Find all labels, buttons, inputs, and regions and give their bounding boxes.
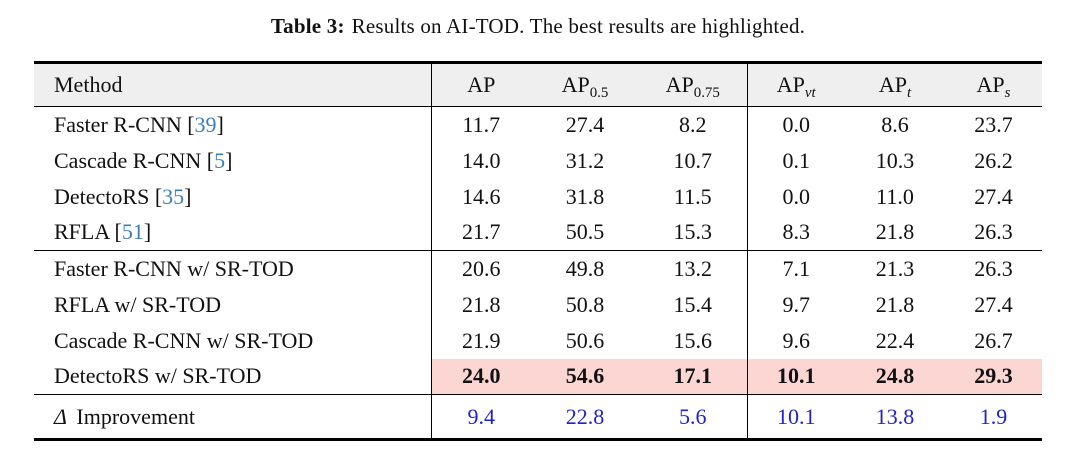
column-header-ap05: AP0.5 xyxy=(561,72,609,102)
value-cell: 24.0 xyxy=(430,358,531,395)
value-cell: 9.7 xyxy=(746,286,845,323)
value-cell: 10.7 xyxy=(673,147,713,173)
value-cell: 54.6 xyxy=(531,358,639,395)
method-cell: Cascade R-CNN w/ SR-TOD xyxy=(54,327,314,353)
table-row: Cascade R-CNN [5] 14.0 31.2 10.7 0.1 10.3 26.2 xyxy=(34,142,1042,179)
value-cell: 49.8 xyxy=(565,255,605,281)
improvement-group: Δ Improvement 9.4 22.8 5.6 10.1 13.8 1.9 xyxy=(34,394,1042,440)
improvement-value-cell: 5.6 xyxy=(679,403,707,429)
header-row: Method AP AP0.5 AP0.75 APvt APt APs xyxy=(34,62,1042,107)
table-row: Faster R-CNN w/ SR-TOD 20.6 49.8 13.2 7.1 21.… xyxy=(34,250,1042,287)
citation-link[interactable]: 51 xyxy=(121,219,144,245)
value-cell: 50.5 xyxy=(565,219,605,245)
value-cell: 17.1 xyxy=(639,358,747,395)
value-cell: 27.4 xyxy=(974,183,1013,209)
value-cell: 7.1 xyxy=(746,250,845,287)
value-cell: 26.3 xyxy=(974,219,1013,245)
method-cell: DetectoRS [35] xyxy=(54,183,192,209)
method-cell: RFLA w/ SR-TOD xyxy=(54,291,222,317)
value-cell: 8.3 xyxy=(746,214,845,251)
value-cell: 23.7 xyxy=(974,111,1013,137)
column-header-method: Method xyxy=(54,72,123,97)
column-header-ap: AP xyxy=(430,62,531,107)
value-cell: 15.4 xyxy=(673,291,713,317)
value-cell: 0.1 xyxy=(746,142,845,179)
caption-text: Results on AI-TOD. The best results are … xyxy=(351,14,806,38)
citation-link[interactable]: 35 xyxy=(162,183,185,209)
value-cell: 20.6 xyxy=(430,250,531,287)
value-cell: 26.3 xyxy=(974,255,1013,281)
value-cell: 21.8 xyxy=(430,286,531,323)
improvement-value-cell: 9.4 xyxy=(430,394,531,440)
value-cell: 26.2 xyxy=(974,147,1013,173)
value-cell: 14.6 xyxy=(430,178,531,215)
value-cell: 26.7 xyxy=(974,327,1013,353)
value-cell: 21.3 xyxy=(875,255,915,281)
group-baselines: Faster R-CNN [39] 11.7 27.4 8.2 0.0 8.6 23.7 Ca… xyxy=(34,106,1042,251)
value-cell: 50.6 xyxy=(565,327,605,353)
value-cell: 21.9 xyxy=(430,322,531,359)
caption-label: Table 3: xyxy=(270,14,345,38)
value-cell: 14.0 xyxy=(430,142,531,179)
value-cell: 50.8 xyxy=(565,291,605,317)
value-cell: 29.3 xyxy=(945,358,1042,395)
improvement-value-cell: 13.8 xyxy=(875,403,915,429)
value-cell: 11.5 xyxy=(673,183,712,209)
value-cell: 11.0 xyxy=(876,183,914,209)
table-row: Cascade R-CNN w/ SR-TOD 21.9 50.6 15.6 9.6 22… xyxy=(34,322,1042,359)
value-cell: 21.8 xyxy=(875,291,915,317)
value-cell: 31.2 xyxy=(565,147,605,173)
table-row: Faster R-CNN [39] 11.7 27.4 8.2 0.0 8.6 23.7 xyxy=(34,106,1042,143)
improvement-value-cell: 1.9 xyxy=(979,403,1008,429)
value-cell: 8.6 xyxy=(881,111,909,137)
value-cell: 15.3 xyxy=(673,219,713,245)
table-caption: Table 3: Results on AI-TOD. The best resu… xyxy=(0,12,1076,40)
value-cell: 27.4 xyxy=(974,291,1013,317)
value-cell: 22.4 xyxy=(875,327,915,353)
value-cell: 10.1 xyxy=(746,358,845,395)
column-header-apvt: APvt xyxy=(746,62,845,107)
citation-link[interactable]: 5 xyxy=(214,147,226,173)
improvement-label-cell: Δ Improvement xyxy=(54,403,195,429)
improvement-row: Δ Improvement 9.4 22.8 5.6 10.1 13.8 1.9 xyxy=(34,394,1042,440)
delta-symbol: Δ xyxy=(54,403,67,429)
improvement-value-cell: 22.8 xyxy=(565,403,605,429)
value-cell: 31.8 xyxy=(565,183,605,209)
value-cell: 0.0 xyxy=(746,178,845,215)
value-cell: 0.0 xyxy=(746,106,845,143)
citation-link[interactable]: 39 xyxy=(194,111,217,137)
column-header-aps: APs xyxy=(976,72,1011,102)
value-cell: 21.7 xyxy=(430,214,531,251)
value-cell: 13.2 xyxy=(673,255,713,281)
method-cell: DetectoRS w/ SR-TOD xyxy=(54,363,262,389)
table-row: DetectoRS w/ SR-TOD 24.0 54.6 17.1 10.1 24.8 2… xyxy=(34,358,1042,395)
method-cell: Faster R-CNN [39] xyxy=(54,111,224,137)
method-cell: Faster R-CNN w/ SR-TOD xyxy=(54,255,294,281)
column-header-ap075: AP0.75 xyxy=(665,72,720,102)
column-header-apt: APt xyxy=(878,72,912,102)
table-row: DetectoRS [35] 14.6 31.8 11.5 0.0 11.0 27.4 xyxy=(34,178,1042,215)
value-cell: 27.4 xyxy=(565,111,605,137)
improvement-value-cell: 10.1 xyxy=(746,394,845,440)
results-table: Method AP AP0.5 AP0.75 APvt APt APs Faster R-C… xyxy=(34,61,1042,441)
value-cell: 9.6 xyxy=(746,322,845,359)
value-cell: 10.3 xyxy=(875,147,915,173)
table-row: RFLA [51] 21.7 50.5 15.3 8.3 21.8 26.3 xyxy=(34,214,1042,251)
value-cell: 24.8 xyxy=(845,358,945,395)
value-cell: 21.8 xyxy=(875,219,915,245)
table-header: Method AP AP0.5 AP0.75 APvt APt APs xyxy=(34,62,1042,107)
method-cell: RFLA [51] xyxy=(54,219,152,245)
method-cell: Cascade R-CNN [5] xyxy=(54,147,233,173)
value-cell: 15.6 xyxy=(673,327,713,353)
value-cell: 11.7 xyxy=(430,106,531,143)
value-cell: 8.2 xyxy=(679,111,707,137)
group-sr-tod: Faster R-CNN w/ SR-TOD 20.6 49.8 13.2 7.1 21.… xyxy=(34,250,1042,395)
table-row: RFLA w/ SR-TOD 21.8 50.8 15.4 9.7 21.8 27.4 xyxy=(34,286,1042,323)
